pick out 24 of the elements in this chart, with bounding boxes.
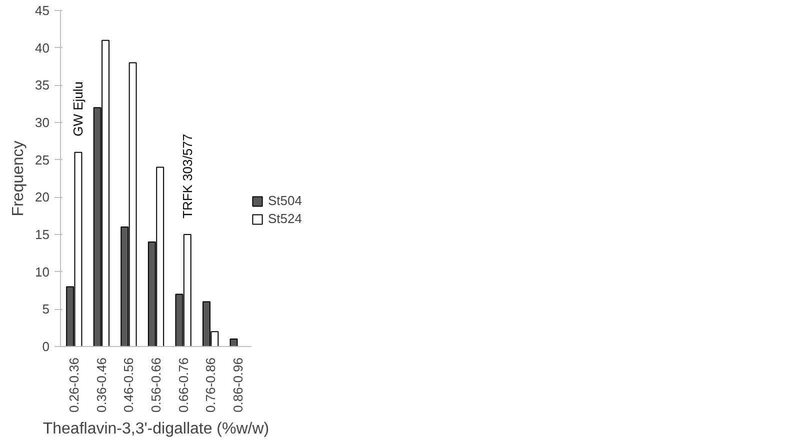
x-tick-label: 0.76-0.86 bbox=[203, 357, 218, 412]
y-tick-label: 10 bbox=[35, 264, 50, 280]
y-tick-label: 35 bbox=[35, 78, 50, 93]
x-tick-label: 0.86-0.96 bbox=[230, 357, 246, 412]
x-tick-label: 0.66-0.76 bbox=[176, 357, 191, 412]
y-tick-label: 5 bbox=[42, 302, 50, 317]
y-tick-label: 15 bbox=[35, 227, 50, 242]
annotation: GW Ejulu bbox=[70, 81, 86, 136]
x-axis-title: Theaflavin-3,3'-digallate (%w/w) bbox=[42, 420, 270, 438]
y-tick-label: 40 bbox=[35, 40, 50, 56]
y-tick-label: 45 bbox=[35, 3, 50, 18]
y-tick-label: 30 bbox=[35, 115, 50, 130]
bar bbox=[230, 338, 238, 346]
legend-label: St524 bbox=[268, 211, 302, 226]
y-tick-label: 25 bbox=[35, 152, 50, 168]
x-tick-label: 0.26-0.36 bbox=[66, 357, 82, 412]
y-axis-title: Frequency bbox=[10, 140, 28, 216]
x-tick-label: 0.56-0.66 bbox=[148, 357, 164, 412]
legend-label: St504 bbox=[268, 193, 302, 208]
x-tick-label: 0.36-0.46 bbox=[94, 357, 109, 412]
y-tick-label: 20 bbox=[35, 190, 50, 205]
annotation: TRFK 303/577 bbox=[180, 134, 195, 218]
x-tick-label: 0.46-0.56 bbox=[121, 357, 136, 412]
y-tick-label: 0 bbox=[42, 339, 50, 354]
